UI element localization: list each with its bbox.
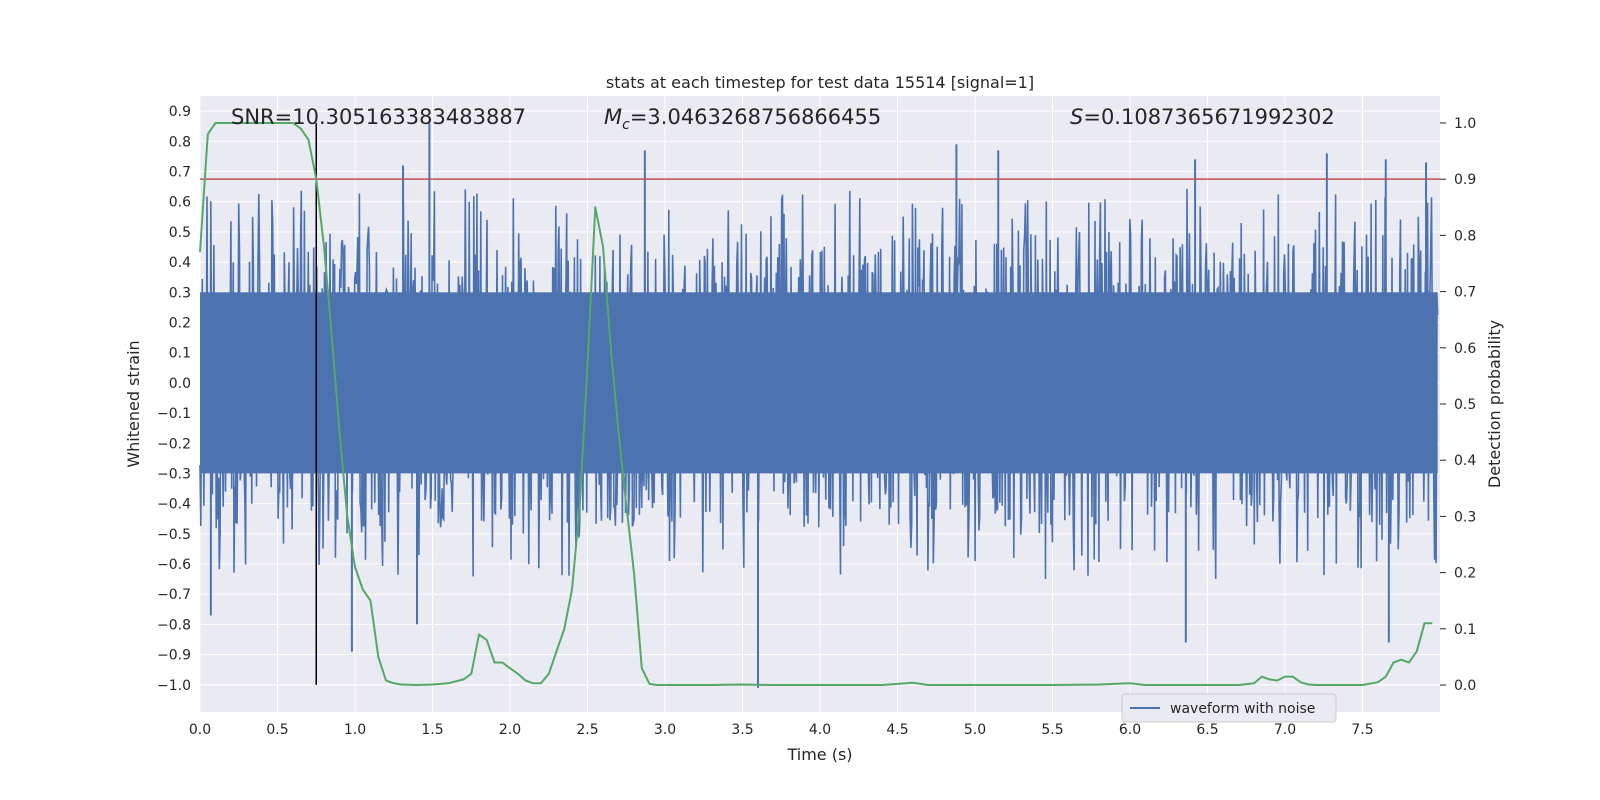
snr-annotation: SNR=10.305163383483887 [231,105,526,129]
chirp-mass-subscript: c [622,117,630,133]
x-axis-ticks: 0.0 0.5 1.0 1.5 2.0 2.5 3.0 3.5 4.0 4.5 5.0 5.5 6.0 6… [189,722,1374,738]
y-tick-label: 0.1 [169,346,191,362]
y-tick-label: −0.2 [157,436,191,452]
y2-tick-label: 0.2 [1454,566,1476,582]
x-tick-label: 0.0 [189,722,211,738]
x-tick-label: 2.5 [576,722,598,738]
legend: waveform with noise [1121,693,1337,723]
waveform-core [200,292,1438,474]
x-tick-label: 5.5 [1041,722,1063,738]
y2-tick-label: 0.3 [1454,509,1476,525]
x-tick-label: 4.5 [886,722,908,738]
y-tick-label: 0.3 [169,285,191,301]
x-tick-label: 0.5 [266,722,288,738]
y2-tick-label: 0.0 [1454,678,1476,694]
x-tick-label: 7.0 [1274,722,1296,738]
y2-tick-label: 0.8 [1454,228,1476,244]
y-tick-label: 0.8 [169,134,191,150]
chirp-mass-symbol: M [604,105,622,129]
y-tick-label: 0.7 [169,164,191,180]
waveform-with-noise-series [199,123,1439,688]
x-tick-label: 1.0 [344,722,366,738]
x-tick-label: 6.0 [1119,722,1141,738]
s-annotation: S=0.1087365671992302 [1070,105,1335,129]
y-axis-ticks: 0.9 0.8 0.7 0.6 0.5 0.4 0.3 0.2 0.1 0.0 −0.1 −0.2 −0… [157,104,191,694]
y-tick-label: 0.6 [169,195,191,211]
y-tick-label: −0.6 [157,557,191,573]
y2-axis-label: Detection probability [1485,320,1504,488]
legend-label: waveform with noise [1170,701,1315,717]
y-tick-label: −0.4 [157,497,191,513]
y-tick-label: −0.8 [157,617,191,633]
y-tick-label: 0.9 [169,104,191,120]
y2-tick-label: 1.0 [1454,116,1476,132]
legend-box [1121,693,1337,723]
y2-tick-label: 0.4 [1454,453,1476,469]
detection-probability-series [199,122,1433,686]
y-tick-label: −1.0 [157,678,191,694]
overlay-lines [200,123,1440,685]
chirp-mass-annotation: Mc=3.0463268756866455 [604,105,881,133]
y-tick-label: −0.5 [157,527,191,543]
chirp-mass-value: =3.0463268756866455 [630,105,881,129]
y-tick-label: −0.9 [157,648,191,664]
y2-tick-label: 0.9 [1454,172,1476,188]
x-tick-label: 2.0 [499,722,521,738]
y-axis-label: Whitened strain [124,340,143,467]
x-tick-label: 3.0 [654,722,676,738]
y-tick-label: 0.0 [169,376,191,392]
y2-tick-label: 0.6 [1454,341,1476,357]
chart-title: stats at each timestep for test data 155… [606,73,1034,92]
x-axis-label: Time (s) [786,745,852,764]
x-tick-label: 4.0 [809,722,831,738]
y-tick-label: 0.5 [169,225,191,241]
x-tick-label: 5.0 [964,722,986,738]
y-tick-label: 0.4 [169,255,191,271]
s-symbol: S [1070,105,1083,129]
y-tick-label: 0.2 [169,315,191,331]
x-tick-label: 3.5 [731,722,753,738]
y-tick-label: −0.7 [157,587,191,603]
y-tick-label: −0.3 [157,466,191,482]
x-tick-label: 7.5 [1351,722,1373,738]
s-value: =0.1087365671992302 [1083,105,1334,129]
y2-tick-label: 0.5 [1454,397,1476,413]
x-tick-label: 1.5 [421,722,443,738]
y2-tick-label: 0.1 [1454,622,1476,638]
detection-probability-line [199,122,1433,686]
y2-axis-ticks: 1.0 0.9 0.8 0.7 0.6 0.5 0.4 0.3 0.2 0.1 0.0 [1440,116,1476,694]
y2-tick-label: 0.7 [1454,285,1476,301]
x-tick-label: 6.5 [1196,722,1218,738]
y-tick-label: −0.1 [157,406,191,422]
